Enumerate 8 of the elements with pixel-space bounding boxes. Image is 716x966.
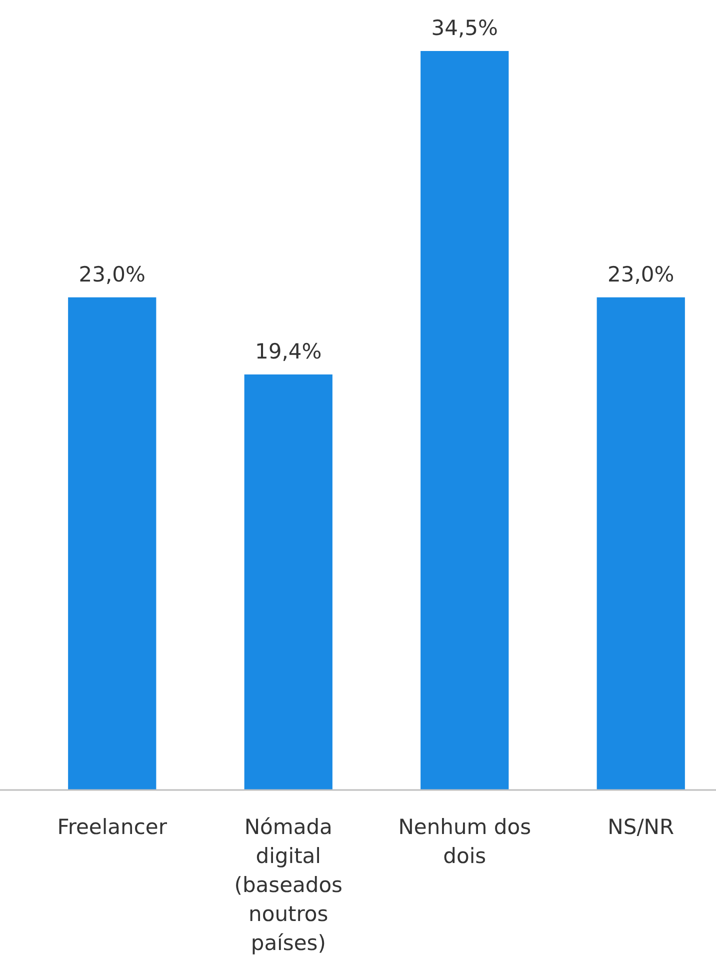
data-label: 23,0% [78,262,146,286]
x-tick-label: Nenhum dos dois [398,815,532,868]
data-label: 23,0% [608,262,674,286]
x-tick-label: NS/NR [608,815,674,839]
x-tick-label: Freelancer [57,815,168,839]
x-tick-label: Nómada digital (baseados noutros países) [234,815,342,955]
data-label: 34,5% [431,16,498,40]
data-label: 19,4% [255,339,322,364]
